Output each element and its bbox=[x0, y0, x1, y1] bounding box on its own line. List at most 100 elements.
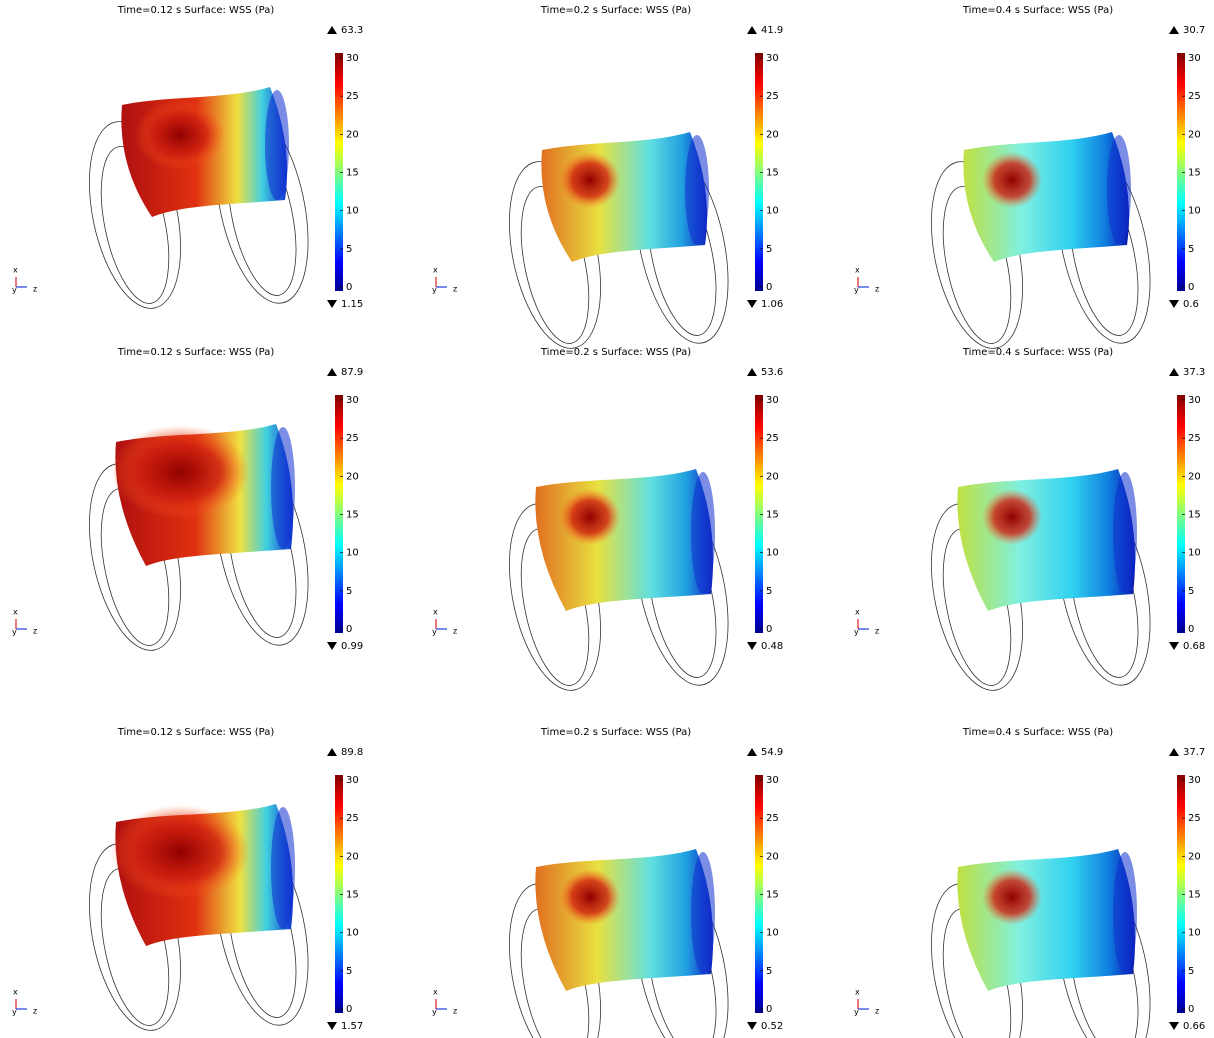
colorbar-tick-label: 25 bbox=[766, 91, 779, 102]
max-marker bbox=[747, 368, 757, 376]
hot-spot bbox=[111, 805, 249, 899]
colorbar-tick-label: 10 bbox=[1188, 928, 1201, 939]
colorbar-tick-label: 0 bbox=[346, 282, 352, 293]
colorbar-tick-label: 0 bbox=[1188, 282, 1194, 293]
colorbar-tick-label: 0 bbox=[346, 624, 352, 635]
panel: Time=0.2 s Surface: WSS (Pa)41.905101520… bbox=[432, 5, 783, 357]
vessel-surface bbox=[535, 849, 713, 991]
min-value: 0.48 bbox=[761, 641, 783, 652]
colorbar-tick-label: 15 bbox=[1188, 890, 1201, 901]
max-value: 30.7 bbox=[1183, 25, 1205, 36]
axis-y-label: y bbox=[854, 1008, 859, 1017]
min-value: 0.52 bbox=[761, 1021, 783, 1032]
colorbar bbox=[1177, 53, 1185, 291]
colorbar-tick-label: 25 bbox=[1188, 813, 1201, 824]
axis-z-label: z bbox=[875, 285, 879, 294]
max-value: 89.8 bbox=[341, 747, 363, 758]
colorbar-tick-label: 10 bbox=[1188, 206, 1201, 217]
colorbar-tick-label: 30 bbox=[1188, 53, 1201, 64]
colorbar-tick-label: 30 bbox=[766, 395, 779, 406]
colorbar bbox=[335, 775, 343, 1013]
max-value: 37.7 bbox=[1183, 747, 1205, 758]
min-marker bbox=[747, 1022, 757, 1030]
colorbar-tick-label: 15 bbox=[346, 510, 359, 521]
panel: Time=0.4 s Surface: WSS (Pa)37.705101520… bbox=[854, 727, 1205, 1038]
colorbar-tick-label: 0 bbox=[1188, 624, 1194, 635]
max-value: 37.3 bbox=[1183, 367, 1205, 378]
colorbar-tick-label: 15 bbox=[346, 890, 359, 901]
panel: Time=0.4 s Surface: WSS (Pa)37.305101520… bbox=[854, 347, 1205, 699]
min-value: 0.6 bbox=[1183, 299, 1199, 310]
colorbar-tick-label: 5 bbox=[766, 966, 772, 977]
axis-y-label: y bbox=[854, 286, 859, 295]
colorbar-tick-label: 20 bbox=[346, 851, 359, 862]
axis-x-label: x bbox=[433, 988, 438, 997]
vessel-surface bbox=[957, 469, 1135, 611]
panel: Time=0.2 s Surface: WSS (Pa)54.905101520… bbox=[432, 727, 783, 1038]
min-value: 0.66 bbox=[1183, 1021, 1205, 1032]
min-value: 0.68 bbox=[1183, 641, 1205, 652]
colorbar-tick-label: 0 bbox=[1188, 1004, 1194, 1015]
hot-spot bbox=[982, 489, 1042, 545]
colorbar-tick-label: 5 bbox=[766, 586, 772, 597]
colorbar-tick-label: 10 bbox=[346, 928, 359, 939]
panel: Time=0.2 s Surface: WSS (Pa)53.605101520… bbox=[432, 347, 783, 699]
colorbar-tick-label: 5 bbox=[1188, 586, 1194, 597]
colorbar-tick-label: 5 bbox=[346, 586, 352, 597]
vessel-outlet bbox=[1113, 472, 1137, 594]
max-marker bbox=[747, 748, 757, 756]
colorbar bbox=[755, 395, 763, 633]
panel-title: Time=0.12 s Surface: WSS (Pa) bbox=[117, 5, 275, 16]
min-marker bbox=[747, 300, 757, 308]
max-marker bbox=[327, 26, 337, 34]
vessel-outlet bbox=[1107, 135, 1131, 245]
axis-x-label: x bbox=[433, 608, 438, 617]
colorbar-tick-label: 20 bbox=[1188, 471, 1201, 482]
panel-title: Time=0.4 s Surface: WSS (Pa) bbox=[962, 727, 1113, 738]
panel-title: Time=0.2 s Surface: WSS (Pa) bbox=[540, 727, 691, 738]
min-marker bbox=[327, 642, 337, 650]
vessel-surface bbox=[535, 469, 713, 611]
max-marker bbox=[1169, 26, 1179, 34]
hot-spot bbox=[982, 869, 1042, 925]
colorbar-tick-label: 15 bbox=[766, 510, 779, 521]
axis-y-label: y bbox=[12, 1008, 17, 1017]
panel-title: Time=0.12 s Surface: WSS (Pa) bbox=[117, 727, 275, 738]
axis-z-label: z bbox=[453, 1007, 457, 1016]
colorbar-tick-label: 10 bbox=[766, 928, 779, 939]
vessel-outlet bbox=[271, 807, 295, 929]
axis-x-label: x bbox=[855, 988, 860, 997]
colorbar-tick-label: 15 bbox=[1188, 168, 1201, 179]
axis-z-label: z bbox=[33, 285, 37, 294]
axis-x-label: x bbox=[13, 988, 18, 997]
colorbar-tick-label: 10 bbox=[346, 548, 359, 559]
axis-y-label: y bbox=[432, 286, 437, 295]
max-marker bbox=[747, 26, 757, 34]
colorbar-tick-label: 30 bbox=[346, 395, 359, 406]
axis-y-label: y bbox=[12, 628, 17, 637]
colorbar bbox=[1177, 395, 1185, 633]
panel: Time=0.12 s Surface: WSS (Pa)87.90510152… bbox=[12, 347, 363, 659]
axis-z-label: z bbox=[875, 627, 879, 636]
colorbar bbox=[335, 395, 343, 633]
colorbar-tick-label: 5 bbox=[346, 966, 352, 977]
colorbar-tick-label: 10 bbox=[766, 548, 779, 559]
min-value: 1.06 bbox=[761, 299, 783, 310]
hot-spot bbox=[560, 152, 620, 208]
axis-y-label: y bbox=[432, 1008, 437, 1017]
colorbar-tick-label: 20 bbox=[1188, 129, 1201, 140]
panel-title: Time=0.2 s Surface: WSS (Pa) bbox=[540, 347, 691, 358]
colorbar-tick-label: 25 bbox=[1188, 433, 1201, 444]
max-value: 87.9 bbox=[341, 367, 363, 378]
vessel-outlet bbox=[265, 90, 289, 200]
colorbar-tick-label: 30 bbox=[1188, 395, 1201, 406]
colorbar-tick-label: 20 bbox=[1188, 851, 1201, 862]
colorbar-tick-label: 30 bbox=[766, 53, 779, 64]
colorbar-tick-label: 20 bbox=[766, 471, 779, 482]
vessel-surface bbox=[957, 849, 1135, 991]
colorbar-tick-label: 20 bbox=[766, 129, 779, 140]
panel-title: Time=0.4 s Surface: WSS (Pa) bbox=[962, 5, 1113, 16]
colorbar-tick-label: 10 bbox=[1188, 548, 1201, 559]
colorbar bbox=[755, 53, 763, 291]
min-marker bbox=[1169, 1022, 1179, 1030]
